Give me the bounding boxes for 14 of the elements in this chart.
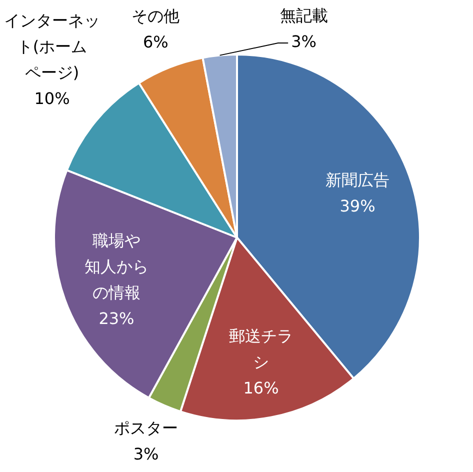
data-label: 16%: [243, 378, 279, 398]
data-label: 6%: [142, 32, 168, 52]
data-label: 3%: [133, 444, 159, 464]
slice-label: その他: [132, 6, 180, 26]
slice-label: 新聞広告: [326, 170, 390, 190]
slice-label: インターネット(ホームページ): [4, 11, 100, 82]
data-label: 23%: [98, 309, 134, 328]
data-label: 3%: [291, 32, 316, 52]
slice-label: 無記載: [280, 6, 328, 26]
data-label: 10%: [34, 89, 70, 108]
slice-label: 郵送チラシ: [229, 326, 294, 372]
data-label: 39%: [340, 196, 376, 216]
slice-label: 職場や知人からの情報: [84, 231, 148, 302]
slice-label: ポスター: [114, 418, 178, 438]
